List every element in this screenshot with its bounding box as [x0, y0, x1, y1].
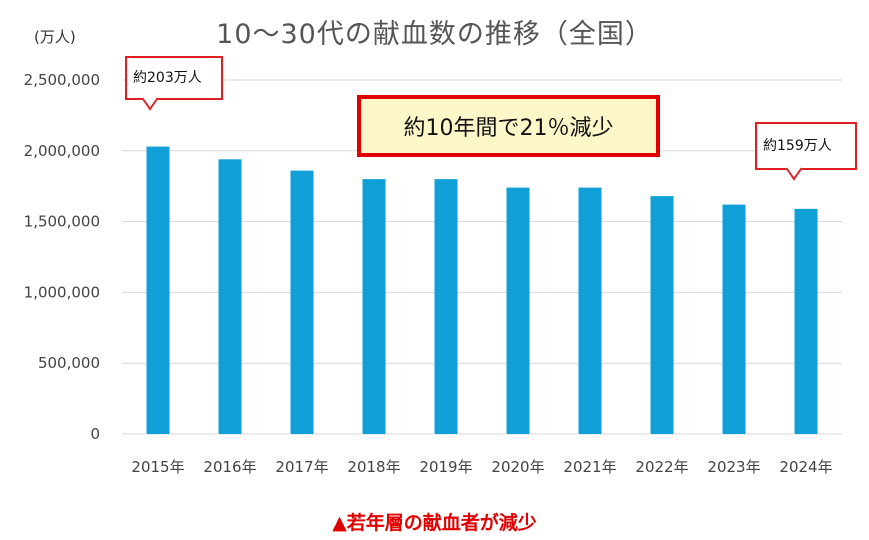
x-tick-label: 2017年	[275, 458, 328, 476]
x-tick-label: 2024年	[779, 458, 832, 476]
callout-last-label: 約159万人	[763, 138, 832, 154]
x-axis-ticks: 2015年 2016年 2017年 2018年 2019年 2020年 2021年 2022年…	[131, 458, 832, 476]
bar-2024年	[794, 208, 818, 434]
bar-2017年	[290, 170, 314, 434]
x-tick-label: 2019年	[419, 458, 472, 476]
bar-2015年	[146, 146, 170, 434]
x-tick-label: 2023年	[707, 458, 760, 476]
chart-title: 10〜30代の献血数の推移（全国）	[216, 19, 653, 50]
headline-box: 約10年間で21％減少	[357, 95, 660, 157]
y-tick-label: 2,500,000	[24, 71, 100, 89]
x-tick-label: 2021年	[563, 458, 616, 476]
headline-text: 約10年間で21％減少	[403, 116, 614, 141]
footnote: ▲若年層の献血者が減少	[332, 512, 537, 534]
y-tick-label: 1,000,000	[24, 283, 100, 301]
bar-2022年	[650, 196, 674, 434]
bar-2021年	[578, 187, 602, 434]
bar-2019年	[434, 179, 458, 434]
y-tick-label: 1,500,000	[24, 213, 100, 231]
callout-first: 約203万人	[125, 56, 223, 111]
y-axis-unit: (万人)	[34, 28, 76, 46]
y-axis-ticks: 0 500,000 1,000,000 1,500,000 2,000,000 2,500…	[24, 71, 100, 443]
bars	[146, 146, 818, 434]
bar-2020年	[506, 187, 530, 434]
x-tick-label: 2022年	[635, 458, 688, 476]
x-tick-label: 2016年	[203, 458, 256, 476]
bar-2016年	[218, 159, 242, 434]
bar-2023年	[722, 204, 746, 434]
x-tick-label: 2018年	[347, 458, 400, 476]
y-tick-label: 2,000,000	[24, 142, 100, 160]
callout-first-label: 約203万人	[133, 70, 202, 86]
y-tick-label: 500,000	[38, 354, 100, 372]
callout-last: 約159万人	[755, 122, 857, 181]
x-tick-label: 2015年	[131, 458, 184, 476]
bar-2018年	[362, 179, 386, 434]
y-tick-label: 0	[90, 425, 100, 443]
x-tick-label: 2020年	[491, 458, 544, 476]
